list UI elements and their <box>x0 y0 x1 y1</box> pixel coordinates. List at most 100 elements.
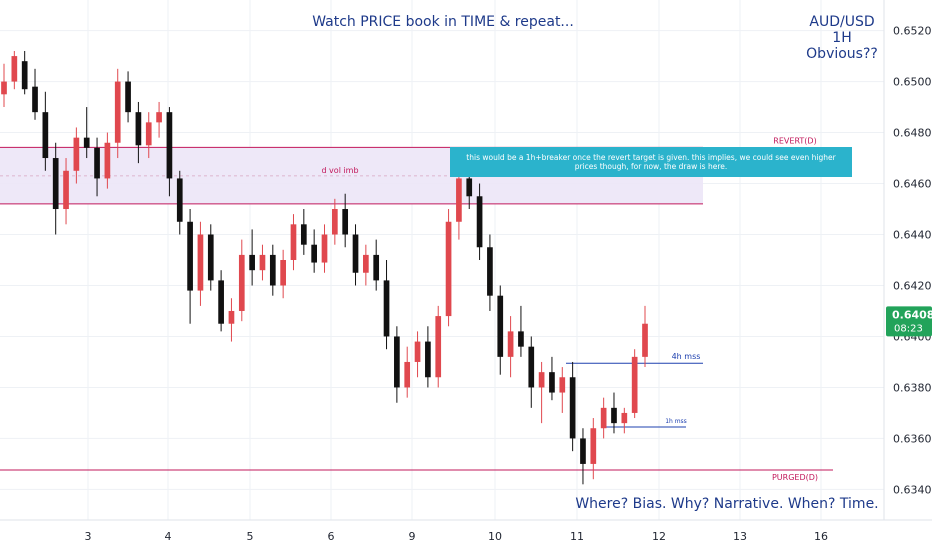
candle-body[interactable] <box>207 234 214 281</box>
candle-body[interactable] <box>63 170 69 210</box>
candle-body[interactable] <box>269 254 276 286</box>
candle-body[interactable] <box>487 247 493 296</box>
candle-body[interactable] <box>383 280 390 337</box>
candle-body[interactable] <box>52 158 59 210</box>
candle-body[interactable] <box>125 81 131 113</box>
candle-body[interactable] <box>197 234 204 291</box>
candle-body[interactable] <box>280 260 286 286</box>
candle-body[interactable] <box>642 323 648 357</box>
note-text-block: this would be a 1h+breaker once the reve… <box>466 153 836 171</box>
x-tick-label: 10 <box>488 530 502 543</box>
level-label-1h-mss: 1h mss <box>665 418 687 425</box>
level-label-purged-d: PURGED(D) <box>772 473 818 482</box>
candle-body[interactable] <box>549 372 555 393</box>
candle-body[interactable] <box>456 178 462 222</box>
chart-title: Watch PRICE book in TIME & repeat... <box>312 14 574 30</box>
candle-body[interactable] <box>611 407 617 424</box>
candle-body[interactable] <box>249 254 255 271</box>
candle-body[interactable] <box>363 254 369 273</box>
candle-body[interactable] <box>1 81 7 95</box>
candle-body[interactable] <box>331 209 338 235</box>
candle-body[interactable] <box>445 221 452 317</box>
candle-body[interactable] <box>228 310 235 324</box>
candle-body[interactable] <box>156 112 162 123</box>
level-label-revert-d: REVERT(D) <box>773 136 816 145</box>
x-tick-label: 13 <box>733 530 747 543</box>
candle-body[interactable] <box>145 122 152 146</box>
x-tick-label: 5 <box>247 530 254 543</box>
candle-body[interactable] <box>414 341 421 362</box>
zone-label: d vol imb <box>321 166 358 175</box>
candle-body[interactable] <box>538 372 545 388</box>
candle-body[interactable] <box>518 331 524 347</box>
candle-body[interactable] <box>238 254 245 311</box>
candle-body[interactable] <box>311 244 318 263</box>
x-tick-label: 6 <box>328 530 335 543</box>
candle-body[interactable] <box>507 331 514 357</box>
footer-text: Where? Bias. Why? Narrative. When? Time. <box>575 496 878 512</box>
price-axis-panel <box>884 0 932 550</box>
corner-label-line: 1H <box>832 30 851 46</box>
candle-body[interactable] <box>300 224 307 245</box>
candle-body[interactable] <box>373 254 380 281</box>
candle-body[interactable] <box>11 56 18 82</box>
corner-label-line: AUD/USD <box>809 14 874 30</box>
x-tick-label: 12 <box>652 530 666 543</box>
candle-body[interactable] <box>187 221 193 291</box>
candle-body[interactable] <box>21 61 28 90</box>
candle-body[interactable] <box>176 178 183 222</box>
candle-body[interactable] <box>590 428 597 464</box>
current-price-label: 0.64083 <box>892 308 932 321</box>
candle-body[interactable] <box>476 196 483 248</box>
candle-body[interactable] <box>218 280 224 324</box>
candle-body[interactable] <box>259 254 266 271</box>
candle-body[interactable] <box>528 346 535 388</box>
candle-body[interactable] <box>83 137 90 148</box>
candle-body[interactable] <box>404 361 411 388</box>
x-tick-label: 11 <box>570 530 584 543</box>
candle-body[interactable] <box>342 209 349 235</box>
time-axis-panel <box>0 520 932 550</box>
candle-body[interactable] <box>425 341 431 378</box>
countdown-label: 08:23 <box>894 323 923 334</box>
corner-label-line: Obvious?? <box>806 46 878 62</box>
candle-body[interactable] <box>73 137 80 171</box>
level-label-4h-mss: 4h mss <box>672 352 701 361</box>
current-price-badge <box>886 306 932 337</box>
candle-body[interactable] <box>580 438 586 464</box>
candle-body[interactable] <box>290 224 297 260</box>
candle-body[interactable] <box>569 377 576 439</box>
candle-body[interactable] <box>394 336 400 388</box>
x-tick-label: 16 <box>814 530 828 543</box>
candle-body[interactable] <box>435 316 442 378</box>
candle-body[interactable] <box>621 412 628 424</box>
candle-body[interactable] <box>497 295 504 357</box>
candle-body[interactable] <box>104 142 111 179</box>
candle-body[interactable] <box>631 356 638 413</box>
candle-body[interactable] <box>32 86 38 113</box>
candle-body[interactable] <box>600 407 607 429</box>
candle-body[interactable] <box>42 112 49 159</box>
candle-body[interactable] <box>94 147 100 179</box>
x-tick-label: 9 <box>409 530 416 543</box>
x-tick-label: 3 <box>85 530 92 543</box>
candle-body[interactable] <box>321 234 328 263</box>
note-box[interactable] <box>450 147 852 177</box>
x-tick-label: 4 <box>165 530 172 543</box>
candle-body[interactable] <box>466 178 473 197</box>
candle-body[interactable] <box>352 234 359 273</box>
candle-body[interactable] <box>166 112 173 179</box>
candle-body[interactable] <box>135 112 142 146</box>
candle-body[interactable] <box>114 81 121 143</box>
candle-body[interactable] <box>559 377 566 393</box>
